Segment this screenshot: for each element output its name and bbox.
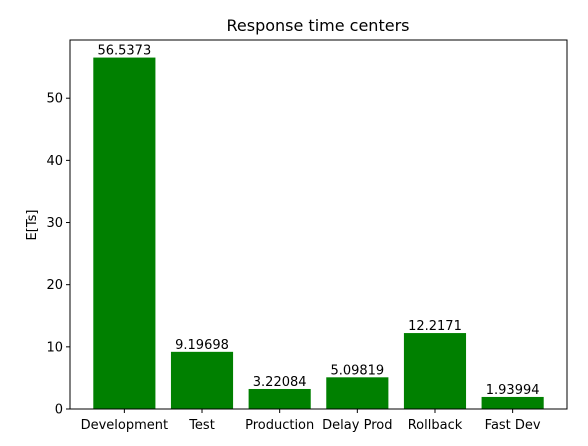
bars-group bbox=[93, 57, 544, 410]
x-ticks-group: Development Test Production Delay Prod Rollb… bbox=[81, 409, 541, 433]
bar-delay-prod bbox=[326, 377, 389, 409]
y-tick-label: 40 bbox=[46, 154, 63, 169]
chart-title: Response time centers bbox=[227, 16, 410, 35]
data-label: 9.19698 bbox=[175, 338, 229, 353]
y-tick-label: 30 bbox=[46, 216, 63, 231]
data-label: 5.09819 bbox=[330, 363, 384, 378]
data-label: 1.93994 bbox=[486, 383, 540, 398]
y-axis-label: E[Ts] bbox=[25, 210, 40, 241]
x-tick-label: Test bbox=[188, 418, 215, 433]
y-ticks-group: 0 10 20 30 40 50 bbox=[46, 92, 70, 418]
x-tick-label: Rollback bbox=[408, 418, 463, 433]
bar-development bbox=[93, 57, 156, 410]
data-labels-group: 56.5373 9.19698 3.22084 5.09819 12.2171 1.939… bbox=[97, 44, 539, 398]
x-tick-label: Fast Dev bbox=[485, 418, 541, 433]
y-tick-label: 50 bbox=[46, 92, 63, 107]
bar-fast-dev bbox=[481, 396, 544, 409]
bar-rollback bbox=[403, 333, 467, 409]
x-tick-label: Development bbox=[81, 418, 169, 433]
y-tick-label: 0 bbox=[55, 403, 63, 418]
data-label: 3.22084 bbox=[253, 375, 307, 390]
y-tick-label: 10 bbox=[46, 340, 63, 355]
x-tick-label: Delay Prod bbox=[322, 418, 392, 433]
plot-frame bbox=[69, 39, 568, 410]
bar-production bbox=[248, 388, 311, 409]
data-label: 12.2171 bbox=[408, 319, 462, 334]
bar-test bbox=[170, 351, 234, 409]
x-tick-label: Production bbox=[245, 418, 314, 433]
data-label: 56.5373 bbox=[97, 44, 151, 59]
y-tick-label: 20 bbox=[46, 278, 63, 293]
